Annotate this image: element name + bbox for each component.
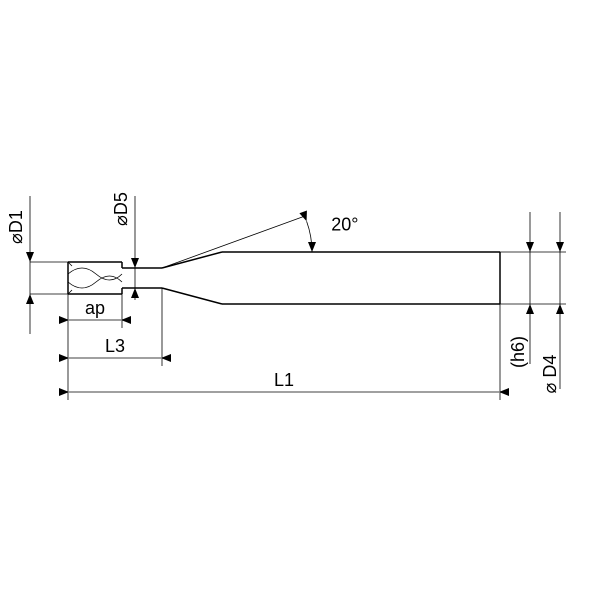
dim-d1-label: ⌀D1 [6,210,26,244]
dim-d5-label: ⌀D5 [111,192,131,226]
dim-l1-label: L1 [274,370,294,390]
dim-l3-label: L3 [105,336,125,356]
dim-d4-label: ⌀ D4 [540,355,560,394]
dim-h6-label: (h6) [508,336,528,368]
dim-ap-label: ap [85,298,105,318]
angle-label: 20° [331,215,358,235]
angle-ray [162,216,305,268]
